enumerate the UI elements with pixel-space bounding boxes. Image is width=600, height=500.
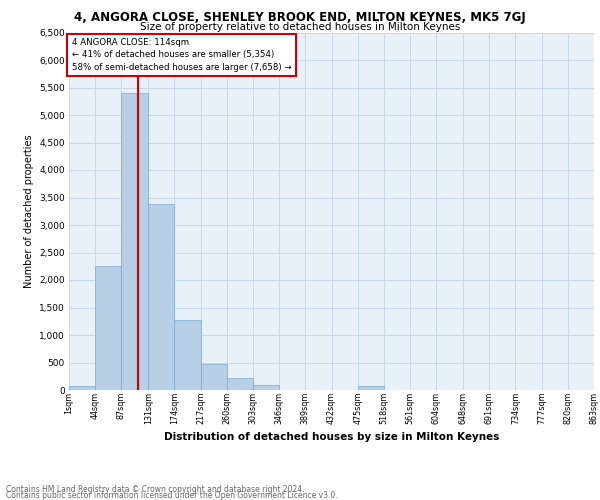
Bar — [148, 204, 175, 390]
Text: Contains public sector information licensed under the Open Government Licence v3: Contains public sector information licen… — [6, 490, 338, 500]
Bar — [358, 386, 384, 390]
X-axis label: Distribution of detached houses by size in Milton Keynes: Distribution of detached houses by size … — [164, 432, 499, 442]
Bar — [253, 385, 279, 390]
Y-axis label: Number of detached properties: Number of detached properties — [23, 134, 34, 288]
Text: Contains HM Land Registry data © Crown copyright and database right 2024.: Contains HM Land Registry data © Crown c… — [6, 484, 305, 494]
Bar — [200, 364, 227, 390]
Bar — [69, 386, 95, 390]
Bar — [175, 320, 200, 390]
Bar — [95, 266, 121, 390]
Bar — [227, 378, 253, 390]
Bar — [121, 93, 148, 390]
Text: Size of property relative to detached houses in Milton Keynes: Size of property relative to detached ho… — [140, 22, 460, 32]
Text: 4, ANGORA CLOSE, SHENLEY BROOK END, MILTON KEYNES, MK5 7GJ: 4, ANGORA CLOSE, SHENLEY BROOK END, MILT… — [74, 11, 526, 24]
Text: 4 ANGORA CLOSE: 114sqm
← 41% of detached houses are smaller (5,354)
58% of semi-: 4 ANGORA CLOSE: 114sqm ← 41% of detached… — [71, 38, 291, 72]
